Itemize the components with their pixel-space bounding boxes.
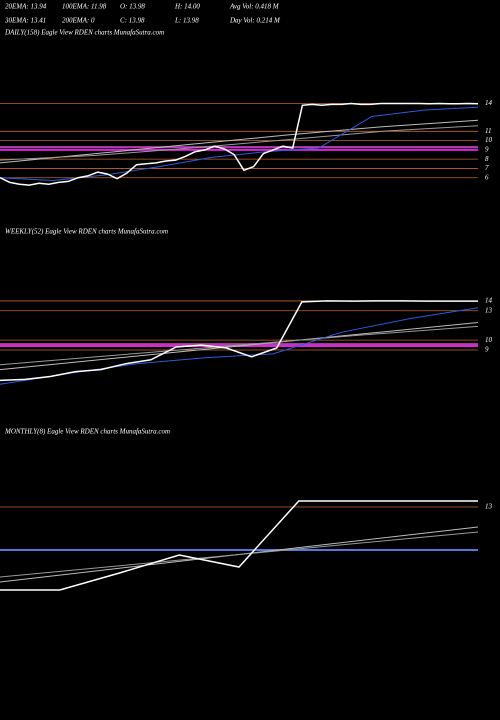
series-line (0, 500, 478, 591)
header-stat: O: 13.98 (120, 3, 145, 11)
y-tick-label: 11 (485, 127, 491, 135)
header-stat: Day Vol: 0.214 M (229, 17, 281, 25)
series-line (0, 322, 479, 371)
y-tick-label: 6 (485, 173, 489, 181)
series-line (0, 325, 479, 366)
y-tick-label: 10 (485, 336, 493, 344)
y-tick-label: 10 (485, 136, 493, 144)
y-tick-label: 7 (485, 164, 489, 172)
header-stat: 100EMA: 11.98 (62, 3, 107, 11)
y-tick-label: 13 (485, 306, 493, 314)
y-tick-label: 14 (485, 99, 493, 107)
header-stat: 200EMA: 0 (62, 17, 95, 25)
panel-title: DAILY(158) Eagle View RDEN charts Munafa… (4, 29, 164, 37)
panel-title: WEEKLY(52) Eagle View RDEN charts Munafa… (5, 228, 168, 236)
header-stat: Avg Vol: 0.418 M (229, 3, 280, 11)
series-line (0, 300, 478, 382)
series-line (0, 531, 479, 578)
header-stat: 30EMA: 13.41 (4, 17, 46, 25)
y-tick-label: 8 (485, 155, 489, 163)
series-line (0, 119, 479, 164)
y-tick-label: 9 (485, 145, 489, 153)
header-stat: L: 13.98 (174, 17, 199, 25)
y-tick-label: 14 (485, 297, 493, 305)
header-stat: C: 13.98 (120, 17, 145, 25)
series-line (0, 102, 479, 186)
y-tick-label: 9 (485, 346, 489, 354)
header-stat: H: 14.00 (174, 3, 200, 11)
y-tick-label: 13 (485, 503, 493, 511)
panel-title: MONTHLY(8) Eagle View RDEN charts Munafa… (4, 428, 170, 436)
series-line (0, 125, 479, 161)
header-stat: 20EMA: 13.94 (5, 3, 47, 11)
